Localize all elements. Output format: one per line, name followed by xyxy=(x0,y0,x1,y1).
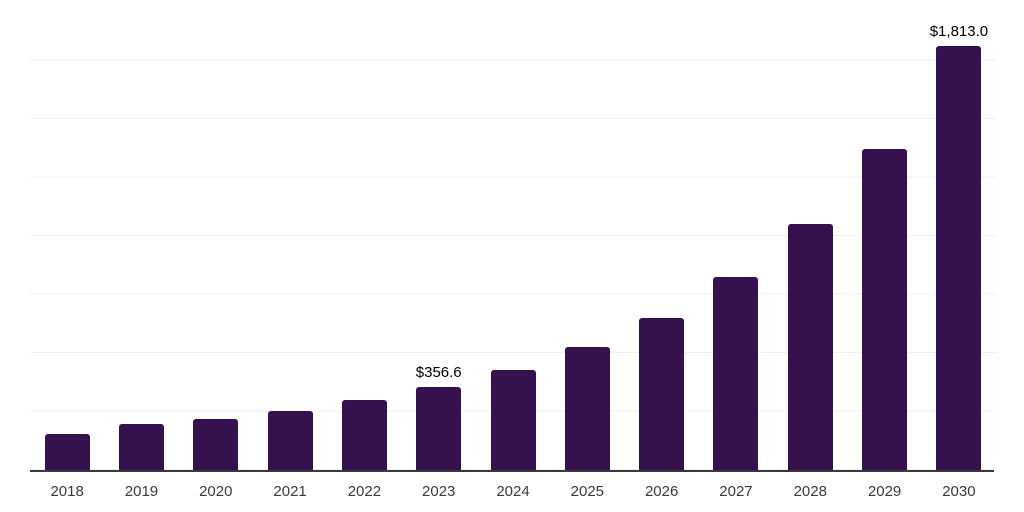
bar-slot-2020 xyxy=(179,2,253,470)
x-tick-label-2023: 2023 xyxy=(422,483,456,500)
bars-row: $356.6 $1,813.0 xyxy=(30,2,996,470)
bar-slot-2023: $356.6 xyxy=(402,2,476,470)
bar-slot-2028 xyxy=(773,2,847,470)
bar-2021 xyxy=(267,410,313,470)
x-tick-label-2020: 2020 xyxy=(199,483,233,500)
bar-slot-2027 xyxy=(699,2,773,470)
bar-slot-2022 xyxy=(327,2,401,470)
bar-slot-2029 xyxy=(847,2,921,470)
bar-slot-2018 xyxy=(30,2,104,470)
x-tick-label-2029: 2029 xyxy=(867,483,902,500)
x-tick-label-2027: 2027 xyxy=(719,483,753,500)
x-tick-label-2026: 2026 xyxy=(644,483,679,500)
bar-2022 xyxy=(341,400,387,470)
x-tick-label-2018: 2018 xyxy=(50,483,84,500)
x-axis-labels: 2018 2019 2020 2021 2022 2023 2024 2025 2026 2027… xyxy=(30,472,996,500)
bar-2020 xyxy=(193,418,239,470)
bar-2025 xyxy=(564,346,610,470)
x-tick-label-2024: 2024 xyxy=(496,483,530,500)
bar-slot-2025 xyxy=(550,2,624,470)
data-label-2030: $1,813.0 xyxy=(929,22,989,40)
bar-2024 xyxy=(490,370,536,470)
bar-2026 xyxy=(639,318,685,470)
x-axis-line xyxy=(30,470,994,472)
bar-slot-2030: $1,813.0 xyxy=(922,2,996,470)
x-tick-label-2022: 2022 xyxy=(347,483,382,500)
bar-2030 xyxy=(936,45,982,470)
plot-area: $356.6 $1,813.0 xyxy=(30,2,996,472)
x-tick-label-2028: 2028 xyxy=(793,483,827,500)
bar-2027 xyxy=(713,277,759,470)
x-tick-label-2030: 2030 xyxy=(942,483,976,500)
bar-slot-2019 xyxy=(104,2,178,470)
x-tick-label-2025: 2025 xyxy=(570,483,605,500)
bar-slot-2026 xyxy=(625,2,699,470)
bar-2023 xyxy=(416,386,462,470)
data-label-2023: $356.6 xyxy=(415,363,462,381)
bar-2029 xyxy=(862,148,908,470)
bar-2018 xyxy=(44,433,90,470)
x-tick-label-2019: 2019 xyxy=(124,483,159,500)
bar-2028 xyxy=(787,224,833,470)
bar-slot-2024 xyxy=(476,2,550,470)
bar-slot-2021 xyxy=(253,2,327,470)
x-tick-label-2021: 2021 xyxy=(273,483,307,500)
bar-2019 xyxy=(118,424,164,470)
